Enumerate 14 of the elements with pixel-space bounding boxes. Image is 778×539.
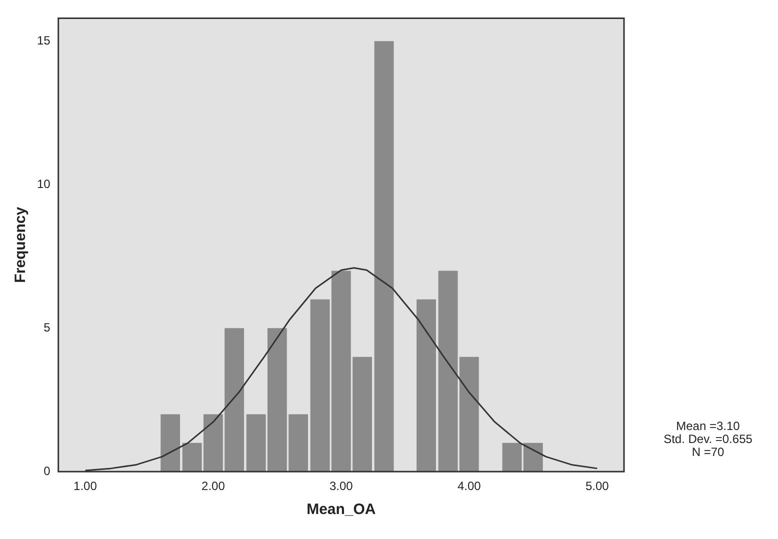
y-tick-label: 10 [36,176,51,191]
y-tick-label: 5 [44,320,51,334]
y-tick-label: 15 [36,33,51,48]
y-axis-title: Frequency [12,206,30,283]
text: N =70 [690,445,726,459]
x-axis-title: Mean_OA [306,501,376,518]
text: Std. Dev. =0.655 [662,432,754,446]
x-tick-label: 3.00 [329,479,354,494]
x-tick-label: 4.00 [457,479,482,494]
x-tick-label: 2.00 [202,479,226,494]
x-tick-label: 5.00 [585,479,610,494]
x-tick-label: 1.00 [74,479,98,494]
text: Mean =3.10 [675,419,741,433]
y-tick-label: 0 [44,464,51,478]
